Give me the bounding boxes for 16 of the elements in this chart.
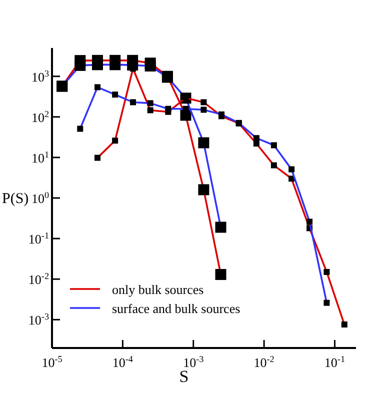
y-axis-title: P(S) <box>2 191 29 207</box>
y-tick-label: 10$^{-1}$ <box>28 230 49 247</box>
y-tick-label: 10$^{0}$ <box>31 190 50 206</box>
x-tick-label: 10$^{-2}$ <box>254 354 275 370</box>
y-tick-label: 10$^{3}$ <box>31 68 50 84</box>
x-tick-label: 10$^{-1}$ <box>324 354 346 370</box>
y-tick-label: 10$^{-3}$ <box>28 312 50 328</box>
x-tick-label: 10$^{-5}$ <box>42 354 63 370</box>
legend-label: only bulk sources <box>112 282 204 297</box>
y-tick-label: 10$^{2}$ <box>31 108 50 125</box>
y-tick-label: 10$^{1}$ <box>31 149 49 166</box>
x-tick-label: 10$^{-4}$ <box>112 354 134 370</box>
x-tick-label: 10$^{-3}$ <box>183 354 204 370</box>
x-axis-title: S <box>179 367 189 386</box>
legend-label: surface and bulk sources <box>112 301 240 316</box>
y-tick-label: 10$^{-2}$ <box>28 271 50 288</box>
